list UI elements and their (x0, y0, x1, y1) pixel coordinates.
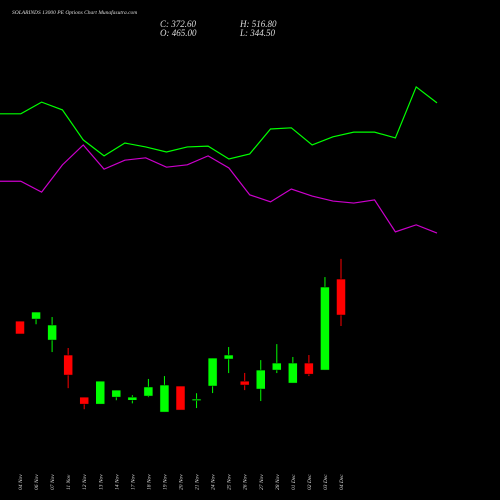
x-tick-label: 11 Nov (66, 474, 72, 490)
candle-body (63, 354, 73, 376)
x-tick-label: 07 Nov (50, 474, 56, 490)
candle-body (143, 386, 154, 397)
x-tick-label: 19 Nov (162, 474, 168, 490)
candle-body (95, 380, 105, 405)
candle-body (336, 278, 346, 316)
x-tick-label: 06 Nov (34, 474, 40, 490)
chart-title: SOLARINDS 13000 PE Options Chart Munafas… (12, 9, 137, 16)
x-tick-label: 17 Nov (130, 474, 136, 490)
candle-body (223, 354, 234, 360)
x-tick-label: 20 Nov (179, 474, 185, 490)
x-tick-label: 12 Nov (82, 474, 88, 490)
candle-body (207, 357, 218, 387)
candle-body (239, 380, 250, 386)
x-tick-label: 02 Dec (307, 474, 313, 490)
x-tick-label: 03 Dec (323, 474, 329, 490)
candle-body (47, 324, 57, 341)
x-tick-label: 13 Nov (98, 474, 104, 490)
candle-body (79, 396, 89, 405)
candle-body (127, 396, 138, 401)
candle-body (320, 286, 330, 371)
low-label: L: 344.50 (239, 28, 276, 38)
candle-body (31, 311, 41, 320)
x-tick-label: 27 Nov (259, 474, 265, 490)
x-tick-label: 04 Dec (338, 474, 345, 490)
open-label: O: 465.00 (160, 28, 197, 38)
candle-body (304, 362, 314, 375)
close-label: C: 372.60 (160, 19, 197, 29)
candle-body (175, 385, 186, 411)
candle-body (256, 369, 266, 390)
candle-body (159, 384, 170, 413)
indicator-line (0, 144, 438, 234)
candle-body (111, 389, 122, 398)
candle-body (191, 398, 202, 401)
x-tick-label: 18 Nov (146, 474, 152, 490)
x-tick-label: 14 Nov (113, 474, 120, 490)
x-tick-label: 28 Nov (275, 474, 281, 490)
x-tick-label: 01 Dec (291, 474, 297, 490)
candle-body (15, 320, 25, 335)
candle-body (288, 362, 298, 384)
x-tick-label: 21 Nov (195, 474, 201, 490)
indicator-line (0, 85, 438, 160)
x-tick-label: 26 Nov (243, 474, 249, 490)
x-tick-label: 04 Nov (17, 474, 24, 490)
candle-body (272, 362, 282, 371)
high-label: H: 516.80 (239, 19, 277, 29)
x-tick-label: 24 Nov (210, 474, 217, 490)
x-tick-label: 25 Nov (227, 474, 233, 490)
